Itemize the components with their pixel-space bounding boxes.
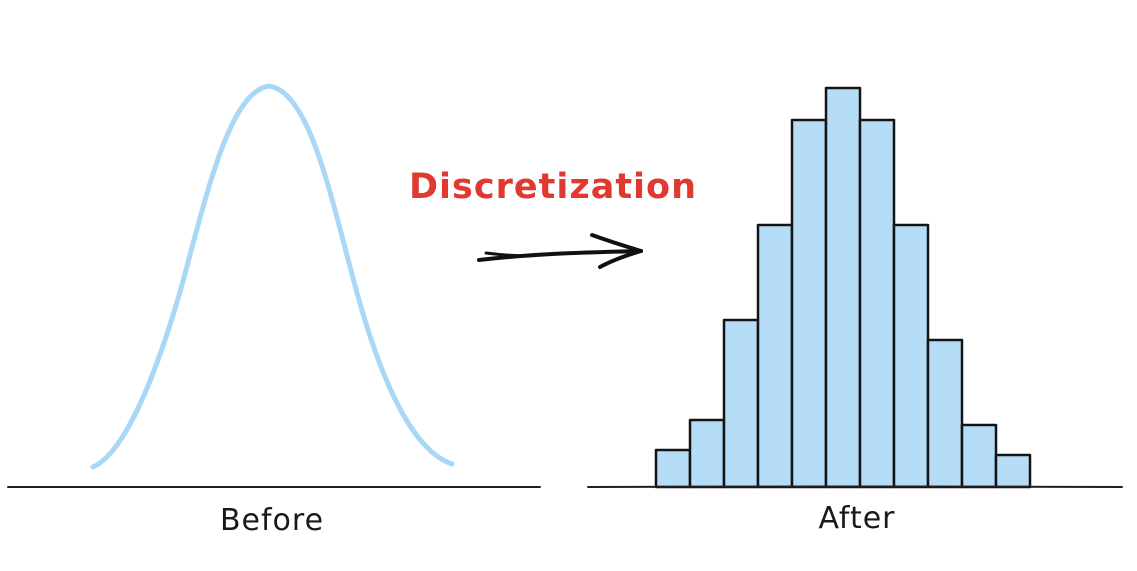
before-panel: Before (7, 83, 541, 538)
arrow-shaft (477, 249, 643, 262)
before-baseline (7, 485, 541, 488)
arrow-head-top (590, 233, 643, 253)
arrow-right-icon (477, 233, 643, 269)
histogram-bar (688, 418, 726, 489)
after-baseline (587, 485, 1123, 488)
histogram-bar (960, 423, 998, 489)
histogram-bar (892, 223, 930, 489)
histogram-bar (722, 318, 760, 489)
before-label: Before (220, 503, 324, 538)
arrow-shaft-sketch-stroke (484, 251, 532, 258)
after-label: After (818, 501, 895, 536)
histogram-bar (756, 223, 794, 489)
histogram-bar (994, 453, 1032, 489)
arrow-head-bottom (598, 249, 643, 269)
histogram-bar (926, 338, 964, 489)
transition-group: Discretization (409, 167, 697, 269)
histogram-bars (654, 86, 1032, 489)
bell-curve (90, 83, 455, 470)
after-panel: After (587, 86, 1123, 536)
histogram-bar (824, 86, 862, 489)
histogram-bar (858, 118, 896, 489)
histogram-bar (790, 118, 828, 489)
discretization-title: Discretization (409, 167, 697, 207)
histogram-bar (654, 448, 692, 489)
